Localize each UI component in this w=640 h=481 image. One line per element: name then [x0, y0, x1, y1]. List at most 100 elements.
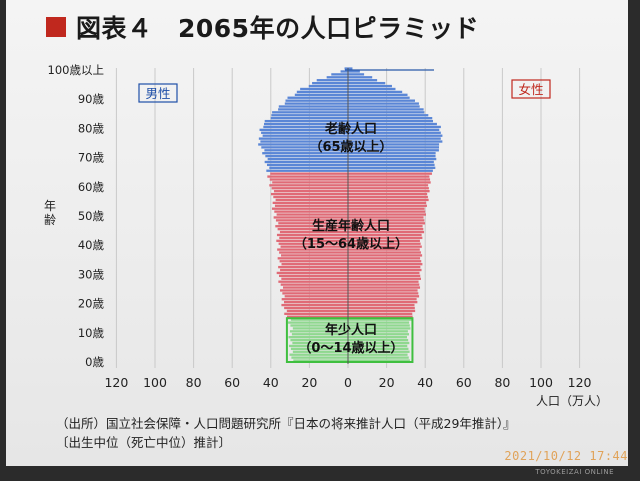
bar-male [286, 315, 348, 318]
title-row: 図表４ 2065年の人口ピラミッド [46, 10, 479, 44]
bar-female [348, 298, 417, 301]
bar-male [284, 306, 348, 310]
bar-male [279, 260, 348, 263]
bar-female [348, 76, 373, 79]
bar-female [348, 99, 415, 102]
y-tick-label: 40歳 [78, 238, 105, 252]
bar-male [291, 356, 348, 359]
bar-female [348, 114, 429, 117]
y-tick-label: 70歳 [78, 151, 105, 165]
bar-female [348, 111, 425, 114]
bar-male [258, 137, 348, 140]
bar-female [348, 289, 418, 292]
y-tick-label: 60歳 [78, 180, 105, 194]
bar-female [348, 254, 423, 257]
legend-female-label: 女性 [518, 82, 543, 97]
bar-male [278, 265, 348, 269]
bar-female [348, 295, 420, 298]
x-tick-label: 20 [301, 375, 317, 390]
bar-female [348, 330, 408, 333]
bar-female [348, 300, 418, 304]
bar-female [348, 157, 437, 161]
old-group-label-range: （65歳以上） [309, 139, 392, 155]
bar-female [348, 350, 410, 353]
bar-male [263, 125, 348, 129]
bar-male [281, 298, 348, 301]
bar-female [348, 119, 433, 123]
bar-female [348, 178, 431, 181]
source-line-2: 〔出生中位（死亡中位）推計〕 [56, 435, 232, 450]
bar-female [348, 102, 419, 105]
bar-female [348, 192, 428, 196]
bar-female [348, 315, 413, 318]
bar-male [276, 239, 348, 242]
bar-male [287, 96, 348, 99]
y-tick-label: 50歳 [78, 209, 105, 223]
bar-male [258, 143, 348, 146]
bar-male [292, 327, 348, 330]
y-tick-label: 10歳 [78, 326, 105, 340]
bar-male [279, 251, 348, 254]
bar-male [267, 157, 348, 161]
bar-male [289, 353, 348, 356]
bar-female [348, 268, 422, 272]
bar-female [348, 184, 429, 187]
bar-female [348, 242, 421, 245]
bar-male [300, 87, 348, 91]
bar-female [348, 96, 410, 99]
bar-male [296, 90, 348, 94]
bar-male [272, 201, 348, 205]
x-tick-label: 120 [568, 375, 592, 390]
bar-female [348, 277, 421, 280]
bar-female [348, 169, 433, 172]
bar-female [348, 166, 436, 169]
bar-male [282, 292, 348, 295]
bar-female [348, 225, 423, 228]
bar-male [270, 172, 348, 175]
y-axis-label: 年齢 [44, 199, 56, 227]
bar-male [284, 300, 348, 304]
bar-female [348, 204, 427, 207]
bar-male [292, 341, 348, 345]
bar-female [348, 265, 421, 269]
bar-male [271, 207, 348, 210]
bar-female [348, 356, 409, 359]
y-tick-label: 0歳 [85, 355, 104, 369]
bar-female [348, 353, 408, 356]
bar-female [348, 149, 439, 152]
bar-male [269, 184, 348, 187]
chart-title: 図表４ 2065年の人口ピラミッド [76, 14, 480, 43]
bar-male [261, 146, 348, 149]
bar-male [261, 131, 348, 134]
bar-female [348, 324, 410, 327]
bar-male [267, 175, 348, 178]
bar-female [348, 344, 408, 348]
bar-female [348, 172, 432, 175]
bar-male [279, 230, 348, 234]
bar-female [348, 105, 420, 108]
bar-male [308, 84, 348, 88]
bar-female [348, 341, 410, 345]
bar-female [348, 222, 426, 225]
bar-male [287, 321, 348, 324]
bar-female [348, 73, 365, 76]
bar-female [348, 312, 413, 315]
photo-timestamp: 2021/10/12 17:44 [504, 449, 628, 463]
bar-male [274, 210, 348, 213]
bar-female [348, 125, 441, 129]
bar-male [275, 225, 348, 228]
bar-male [284, 102, 348, 105]
bar-male [266, 163, 348, 167]
source-note: （出所）国立社会保障・人口問題研究所『日本の将来推計人口（平成29年推計）』 〔… [56, 414, 516, 452]
bar-male [264, 119, 348, 123]
bar-female [348, 122, 437, 126]
x-tick-label: 40 [263, 375, 279, 390]
bar-male [264, 149, 348, 152]
x-tick-label: 120 [104, 375, 128, 390]
bar-male [291, 333, 348, 336]
bar-female [348, 230, 425, 234]
bar-female [348, 227, 424, 231]
bar-female [348, 79, 378, 82]
bar-female [348, 67, 353, 70]
bar-male [277, 248, 348, 251]
